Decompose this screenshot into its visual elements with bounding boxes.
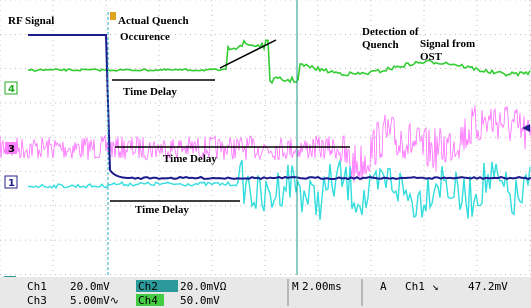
status-text: 20.0mVΩ — [180, 280, 227, 293]
oscilloscope-screen: RF Signal Actual Quench Occurence Detect… — [0, 0, 531, 308]
annotation: Time Delay — [163, 153, 217, 165]
status-text: ↘ — [432, 280, 439, 293]
status-text: 5.00mV∿ — [70, 294, 119, 307]
annotation: Actual Quench — [118, 15, 189, 27]
status-text: Ch2 — [138, 280, 158, 293]
annotation: Signal from — [420, 38, 475, 50]
status-text: 50.0mV — [180, 294, 220, 307]
status-text: Ch1 — [405, 280, 425, 293]
annotation: Occurence — [120, 31, 170, 43]
status-text: M — [292, 280, 299, 293]
annotation: OST — [420, 51, 443, 63]
status-text: Ch4 — [138, 294, 158, 307]
status-text: Ch1 — [27, 280, 47, 293]
annotation: Time Delay — [135, 204, 189, 216]
annotation: RF Signal — [8, 15, 54, 27]
annotation: Quench — [362, 39, 399, 51]
status-text: 2.00ms — [302, 280, 342, 293]
status-text: 20.0mV — [70, 280, 110, 293]
annotation: Time Delay — [123, 86, 177, 98]
annotation: Detection of — [362, 26, 419, 38]
status-text: Ch3 — [27, 294, 47, 307]
ch1-marker: 1 — [8, 178, 15, 189]
status-text: A — [380, 280, 387, 293]
trigger-icon — [110, 12, 116, 20]
status-text: 47.2mV — [468, 280, 508, 293]
ch4-marker: 4 — [8, 84, 15, 95]
ch3-marker: 3 — [8, 144, 15, 155]
